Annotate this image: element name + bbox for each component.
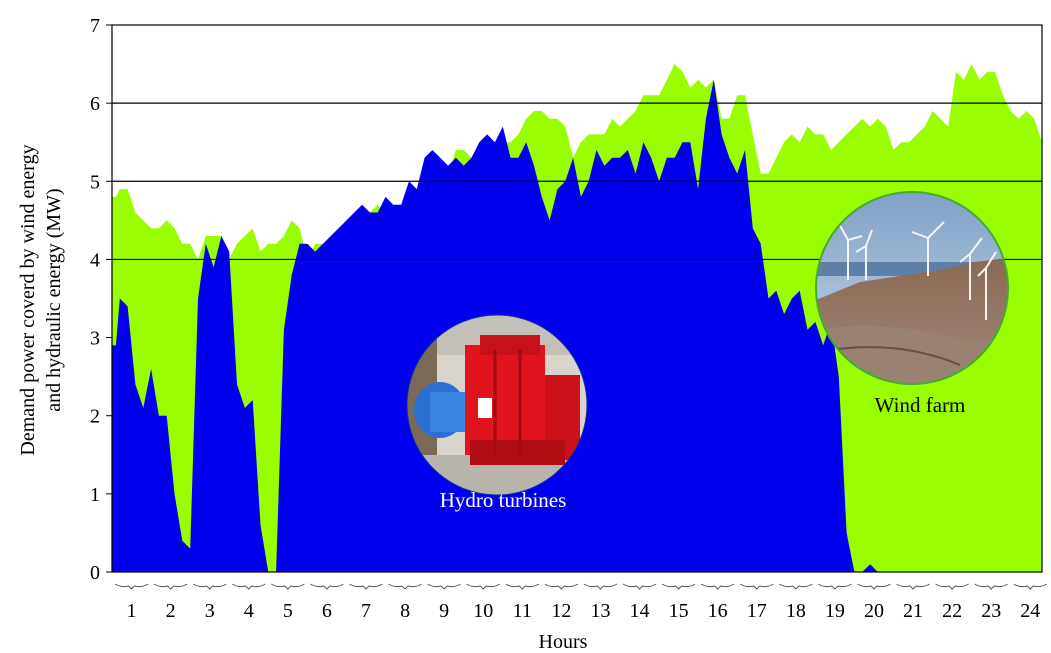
x-brace-mark: [192, 583, 227, 590]
x-brace-mark: [349, 583, 383, 590]
y-tick-label: 4: [90, 249, 100, 271]
x-brace-mark: [310, 583, 344, 590]
x-tick-label: 6: [322, 600, 332, 622]
x-tick-label: 18: [786, 600, 806, 622]
x-brace-mark: [739, 583, 774, 590]
hydro-turbines-area: [112, 79, 1042, 572]
x-tick-label: 13: [590, 600, 610, 622]
y-tick-label: 1: [90, 484, 100, 506]
x-brace-mark: [544, 583, 579, 590]
y-tick-label: 3: [90, 328, 100, 350]
x-tick-label: 11: [513, 600, 532, 622]
x-tick-label: 20: [864, 600, 884, 622]
x-tick-label: 19: [825, 600, 845, 622]
y-tick-label: 0: [90, 562, 100, 584]
x-tick-label: 5: [283, 600, 293, 622]
x-brace-mark: [935, 583, 969, 590]
x-brace-mark: [818, 583, 852, 590]
x-brace-mark: [388, 583, 422, 590]
x-brace-mark: [661, 583, 696, 590]
y-axis: 0 1 2 3 4 5 6 7: [90, 15, 112, 584]
x-brace-mark: [114, 583, 149, 590]
x-brace-mark: [779, 583, 813, 590]
x-brace-mark: [857, 583, 891, 590]
x-brace-mark: [153, 583, 188, 590]
x-tick-label: 23: [981, 600, 1001, 622]
hydro-turbines-label: Hydro turbines: [440, 488, 567, 512]
x-brace-mark: [466, 583, 501, 590]
x-brace-mark: [427, 583, 461, 590]
x-tick-label: 24: [1020, 600, 1040, 622]
x-tick-label: 2: [166, 600, 176, 622]
x-tick-label: 12: [551, 600, 571, 622]
x-tick-label: 9: [439, 600, 449, 622]
x-tick-label: 3: [205, 600, 215, 622]
x-tick-label: 8: [400, 600, 410, 622]
x-tick-label: 10: [473, 600, 493, 622]
x-brace-mark: [974, 583, 1008, 590]
y-tick-label: 7: [90, 15, 100, 37]
y-tick-label: 6: [90, 93, 100, 115]
x-brace-mark: [622, 583, 657, 590]
x-tick-label: 7: [361, 600, 371, 622]
y-axis-title-line2: and hydraulic energy (MW): [43, 188, 65, 411]
x-tick-label: 17: [747, 600, 767, 622]
x-brace-mark: [896, 583, 930, 590]
x-tick-label: 21: [903, 600, 923, 622]
x-brace-mark: [1013, 583, 1048, 590]
x-axis: 1 2 3 4 5 6 7 8 9 10 11 12 13 14 15 16 17 18 19 20 21 22 23 24: [114, 583, 1048, 622]
x-brace-mark: [505, 583, 540, 590]
x-brace-mark: [231, 583, 266, 590]
y-axis-title: Demand power coverd by wind energy and h…: [17, 144, 65, 455]
x-tick-label: 22: [942, 600, 962, 622]
x-tick-label: 4: [244, 600, 254, 622]
x-tick-label: 14: [630, 600, 650, 622]
plot-frame: [111, 24, 1043, 573]
x-tick-label: 1: [127, 600, 137, 622]
y-axis-title-line1: Demand power coverd by wind energy: [17, 144, 39, 455]
series-layer: [112, 64, 1042, 572]
x-tick-label: 16: [708, 600, 728, 622]
x-brace-mark: [700, 583, 735, 590]
y-tick-label: 5: [90, 171, 100, 193]
x-axis-title: Hours: [539, 631, 588, 653]
wind-farm-label: Wind farm: [875, 393, 966, 417]
x-tick-label: 15: [669, 600, 689, 622]
wind-farm-photo: [815, 191, 1009, 385]
y-tick-label: 2: [90, 406, 100, 428]
hydro-turbines-photo: [406, 314, 588, 496]
x-brace-mark: [583, 583, 618, 590]
x-brace-mark: [271, 583, 305, 590]
